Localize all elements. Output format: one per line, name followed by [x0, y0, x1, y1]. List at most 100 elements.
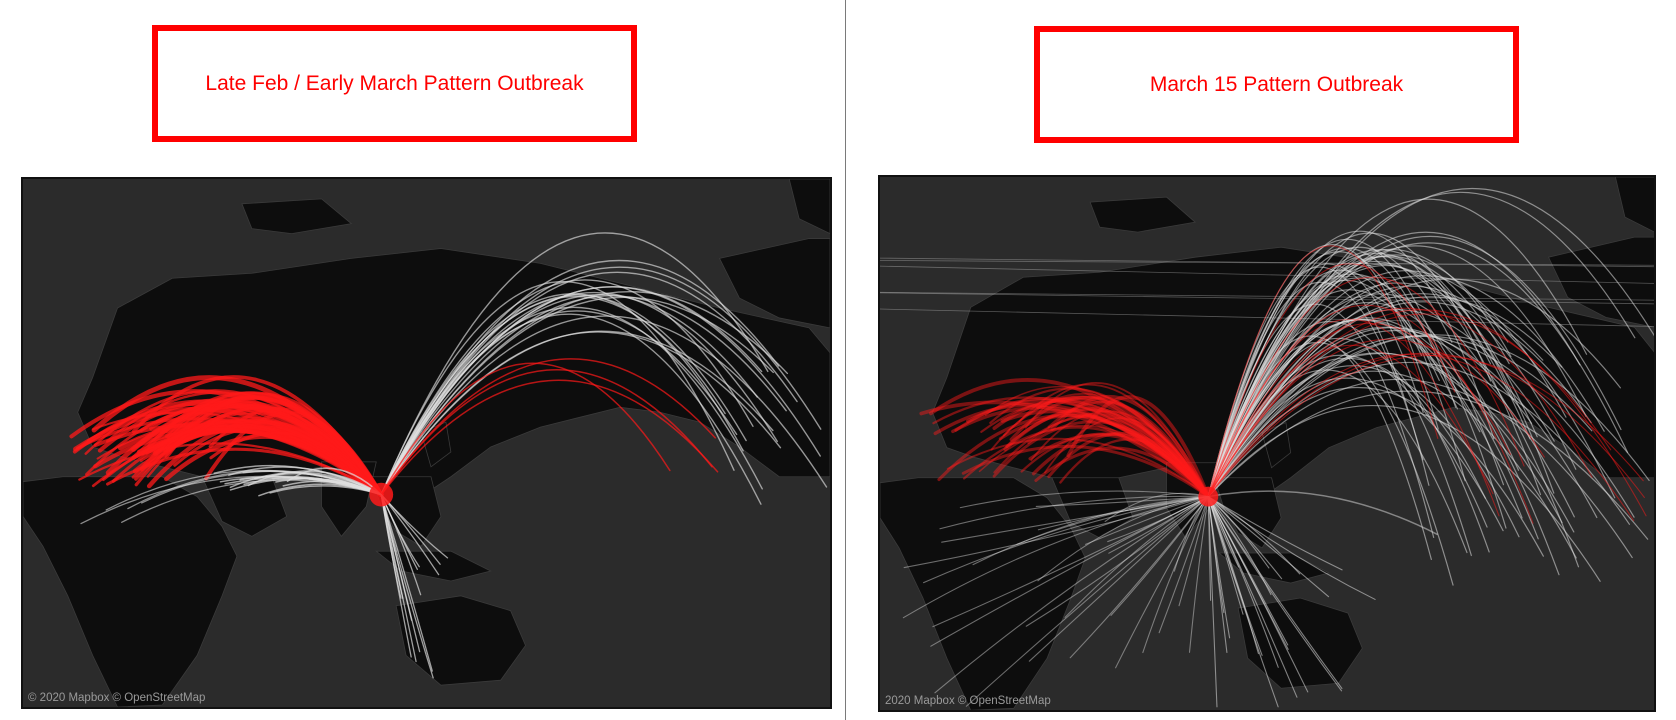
polar-route-line — [880, 265, 1654, 284]
left-map-attribution: © 2020 Mapbox © OpenStreetMap — [28, 692, 206, 704]
arctic-islands-landmass — [241, 198, 353, 234]
americas-route-arc — [1207, 263, 1424, 498]
europe-route-arc — [1024, 382, 1210, 498]
polar-route-line — [880, 292, 1654, 305]
europe-route-arc — [998, 413, 1210, 499]
americas-route-arc — [1207, 256, 1555, 498]
americas-route-arc — [380, 279, 754, 496]
americas-route-arc — [380, 330, 774, 496]
left-outbreak-map[interactable]: © 2020 Mapbox © OpenStreetMap — [21, 177, 832, 709]
europe-route-arc — [1050, 394, 1211, 499]
europe-route-arc — [992, 397, 1211, 499]
polar-route-line — [880, 260, 1654, 266]
south-pacific-route-arc — [1207, 496, 1343, 692]
africa-route-arc — [105, 469, 382, 511]
africa-route-arc — [121, 479, 382, 523]
south-route-arc — [902, 496, 1209, 619]
greenland-landmass — [1614, 177, 1654, 233]
south-route-arc — [923, 496, 1209, 584]
south-pacific-route-arc — [1207, 496, 1289, 650]
europe-route-arc — [984, 385, 1210, 498]
americas-route-arc — [1207, 335, 1635, 518]
europe-route-arc — [989, 387, 1210, 498]
polar-route-line — [880, 257, 1654, 268]
europe-route-arc — [978, 424, 1210, 498]
alaska-landmass — [718, 238, 830, 329]
americas-route-arc — [1207, 270, 1567, 498]
south-route-arc — [934, 496, 1209, 694]
americas-route-arc — [1207, 390, 1649, 540]
americas-route-arc — [1207, 251, 1466, 498]
americas-red-route-arc — [1207, 344, 1494, 498]
americas-route-arc — [1207, 260, 1542, 498]
south-pacific-route-arc — [1207, 496, 1376, 600]
south-route-arc — [1016, 496, 1209, 545]
south-route-arc — [1037, 496, 1209, 531]
australia-landmass — [1237, 597, 1363, 689]
europe-route-arc — [1020, 432, 1210, 498]
polar-route-line — [880, 308, 1654, 327]
africa-route-arc — [80, 475, 382, 525]
south-route-arc — [959, 490, 1209, 509]
south-pacific-route-arc — [1207, 496, 1228, 653]
alaska-landmass — [1547, 236, 1654, 328]
americas-route-arc — [1207, 187, 1654, 498]
south-pacific-route-arc — [1207, 496, 1218, 708]
americas-red-route-arc — [380, 358, 717, 496]
south-route-arc — [1188, 496, 1209, 653]
europe-route-arc — [1036, 395, 1211, 499]
africa-landmass — [23, 476, 238, 707]
left-title-text: Late Feb / Early March Pattern Outbreak — [205, 71, 584, 95]
americas-red-route-arc — [1207, 352, 1645, 498]
americas-route-arc — [380, 293, 744, 496]
africa-route-arc — [127, 469, 382, 510]
south-pacific-route-arc — [1207, 496, 1279, 668]
europe-route-arc — [1018, 383, 1210, 498]
pacific-route-arc — [1207, 490, 1438, 536]
americas-route-arc — [380, 294, 758, 496]
right-outbreak-map[interactable]: 2020 Mapbox © OpenStreetMap — [878, 175, 1656, 712]
europe-route-arc — [1003, 406, 1211, 499]
americas-route-arc — [1207, 235, 1622, 498]
europe-route-arc — [919, 400, 1211, 499]
americas-route-arc — [380, 266, 822, 496]
europe-route-arc — [954, 397, 1210, 499]
right-title-box: March 15 Pattern Outbreak — [1034, 26, 1519, 143]
americas-route-arc — [380, 294, 747, 496]
americas-route-arc — [1207, 352, 1575, 533]
europe-route-arc — [164, 391, 383, 496]
right-map-attribution: 2020 Mapbox © OpenStreetMap — [885, 695, 1051, 707]
south-route-arc — [1158, 496, 1209, 634]
south-route-arc — [1035, 496, 1209, 507]
americas-red-route-arc — [1207, 309, 1647, 517]
arabia-landmass — [1051, 477, 1134, 539]
panel-divider — [845, 0, 846, 720]
americas-red-route-arc — [1207, 313, 1612, 498]
south-route-arc — [930, 496, 1209, 647]
europe-route-arc — [932, 396, 1210, 498]
europe-route-arc — [966, 399, 1211, 499]
americas-route-arc — [380, 291, 789, 496]
europe-route-arc — [1009, 395, 1210, 499]
europe-route-arc — [990, 392, 1210, 498]
americas-red-route-arc — [1207, 353, 1635, 522]
europe-route-arc — [937, 413, 1210, 499]
europe-route-arc — [93, 427, 384, 497]
south-route-arc — [939, 495, 1209, 530]
south-route-arc — [972, 496, 1209, 566]
flight-arc-layer — [880, 187, 1654, 708]
outbreak-origin-marker — [1198, 486, 1219, 507]
americas-red-route-arc — [380, 362, 671, 496]
south-route-arc — [1107, 496, 1209, 543]
left-map-canvas — [23, 179, 830, 707]
europe-route-arc — [928, 378, 1211, 499]
americas-red-route-arc — [1207, 304, 1534, 524]
africa-landmass — [880, 477, 1086, 710]
americas-red-route-arc — [1207, 263, 1456, 498]
europe-route-arc — [190, 405, 383, 497]
right-map-canvas — [880, 177, 1654, 710]
europe-route-arc — [1047, 431, 1210, 499]
americas-route-arc — [1207, 296, 1563, 498]
americas-red-route-arc — [1207, 245, 1439, 498]
south-route-arc — [1110, 496, 1209, 616]
